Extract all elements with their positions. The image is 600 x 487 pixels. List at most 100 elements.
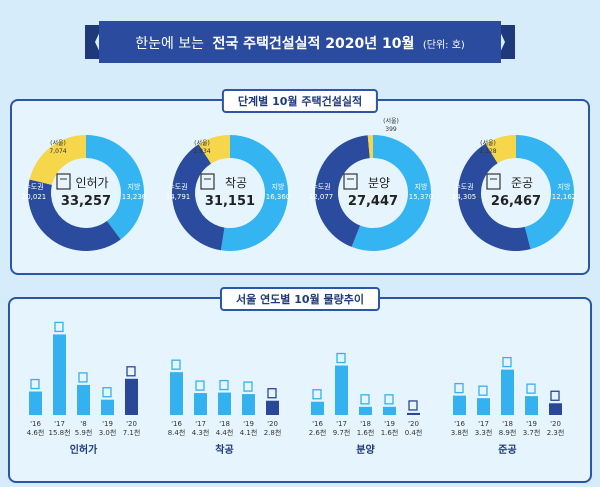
tick-label: '20 (408, 420, 419, 428)
tick-label: '19 (526, 420, 537, 428)
value-label: 8.4천 (168, 428, 186, 437)
value-local: 16,360 (266, 193, 291, 201)
donut-4: 준공 26,467 수도권 14,305 지방 12,162 (서울)2,328 (452, 135, 577, 252)
value-seoul: 2,328 (479, 148, 496, 155)
group-label: 준공 (498, 444, 516, 456)
bar-icon (408, 400, 418, 411)
value-label: 3.3천 (475, 428, 493, 437)
stage-icon (56, 173, 71, 190)
donut-3: 분양 27,447 수도권 12,077 지방 15,370 (서울)399 (309, 117, 434, 251)
tick-label: '16 (30, 420, 41, 428)
bar (549, 403, 562, 415)
bar-icon (78, 372, 88, 383)
banner-shape: 한눈에 보는 전국 주택건설실적 2020년 10월 (단위: 호) (85, 21, 515, 63)
tick-label: '17 (478, 420, 489, 428)
bar-charts: '164.6천'1715.8천'85.9천'193.0천'207.1천인허가'1… (27, 321, 565, 456)
bar-icon (219, 379, 229, 391)
tick-label: '16 (312, 420, 323, 428)
donut-name: 착공 (225, 176, 247, 190)
slice-seoul (485, 135, 516, 164)
bar (218, 392, 231, 415)
stage-icon (200, 173, 215, 190)
tick-label: '17 (54, 420, 65, 428)
bar-icon (195, 380, 205, 391)
stage-icon (343, 173, 358, 190)
stage-icon (486, 173, 501, 190)
value-label: 1.6천 (357, 428, 375, 437)
donut-name: 인허가 (75, 176, 108, 190)
label-seoul: (서울) (383, 117, 399, 125)
bar-icon (454, 382, 464, 394)
group-label: 착공 (215, 443, 233, 456)
bar (101, 399, 114, 415)
value-label: 15.8천 (48, 428, 70, 437)
label-local: 지방 (415, 182, 428, 191)
value-label: 4.1천 (240, 428, 258, 437)
bar (501, 369, 514, 415)
value-label: 2.8천 (264, 428, 282, 437)
stage-panel-title: 단계별 10월 주택건설실적 (221, 89, 379, 113)
slice-seoul (367, 135, 373, 159)
bar-icon (384, 394, 394, 405)
label-metro: 수도권 (168, 183, 187, 191)
slice-seoul (29, 135, 86, 185)
slice-metro (457, 143, 531, 252)
bar (77, 384, 90, 415)
bar-icon (550, 390, 560, 401)
value-label: 4.4천 (216, 428, 234, 437)
label-metro: 수도권 (454, 183, 473, 191)
label-metro: 수도권 (24, 183, 43, 191)
bar (194, 393, 207, 415)
slice-local (220, 135, 289, 251)
title-unit: (단위: 호) (423, 38, 465, 51)
label-local: 지방 (558, 182, 571, 191)
value-seoul: 2,834 (193, 148, 210, 155)
tick-label: '18 (502, 420, 513, 428)
slice-metro (172, 144, 225, 251)
bar-icon (102, 387, 112, 398)
bar (170, 372, 183, 415)
slice-local (516, 135, 574, 250)
label-local: 지방 (272, 182, 285, 191)
value-label: 3.7천 (523, 428, 541, 437)
slice-local (351, 135, 431, 251)
value-local: 12,162 (552, 193, 577, 201)
tick-label: '18 (360, 420, 371, 428)
value-label: 3.8천 (451, 428, 469, 437)
bar-icon (478, 385, 488, 396)
label-seoul: (서울) (480, 139, 496, 147)
bar (266, 400, 279, 415)
bar-icon (360, 394, 370, 405)
value-label: 0.4천 (405, 428, 423, 437)
value-local: 15,370 (409, 193, 434, 201)
tick-label: '20 (126, 420, 137, 428)
label-seoul: (서울) (194, 139, 210, 147)
tick-label: '20 (267, 420, 278, 428)
bar (525, 396, 538, 415)
bar-icon (267, 388, 277, 399)
value-label: 1.6천 (381, 428, 399, 437)
value-label: 2.3천 (547, 428, 565, 437)
bar-icon (243, 381, 253, 392)
donut-total: 27,447 (348, 194, 398, 209)
value-metro: 12,077 (309, 193, 334, 201)
value-local: 13,236 (122, 193, 147, 201)
value-label: 2.6천 (309, 428, 327, 437)
donut-1: 인허가 33,257 수도권 20,021 지방 13,236 (서울)7,074 (22, 135, 147, 251)
value-metro: 14,791 (166, 193, 191, 201)
value-label: 5.9천 (75, 428, 93, 437)
value-label: 9.7천 (333, 428, 351, 437)
tick-label: '19 (102, 420, 113, 428)
bar (311, 401, 324, 415)
donut-charts: 인허가33,257수도권20,021지방13,236(서울)7,074착공31,… (22, 117, 577, 252)
bar-icon (126, 366, 136, 377)
slice-seoul (198, 135, 230, 164)
tick-label: '17 (195, 420, 206, 428)
value-label: 4.6천 (27, 428, 45, 437)
slice-metro (314, 135, 370, 247)
stage-panel: 단계별 10월 주택건설실적 인허가 33,257 수도권 20,021 지방 13,23… (10, 89, 590, 275)
slice-local (86, 135, 144, 240)
value-seoul: 399 (385, 126, 397, 133)
